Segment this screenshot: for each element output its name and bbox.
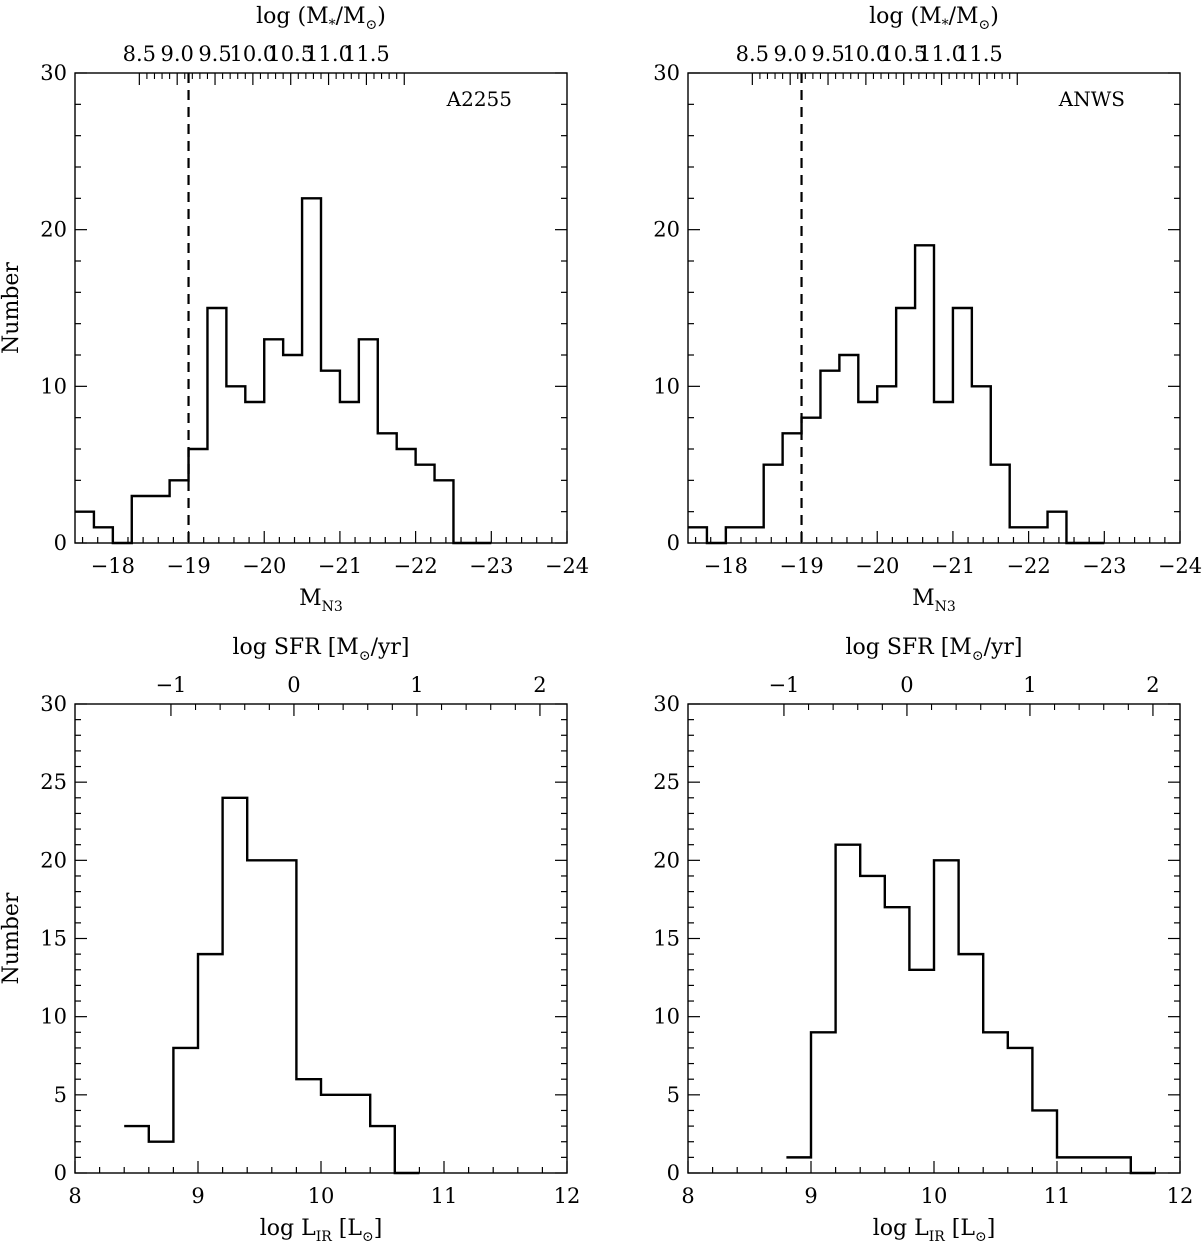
top-x-tick-label: 10.0 <box>229 42 276 66</box>
top-x-axis-label: log (M*/M⊙) <box>869 4 999 33</box>
x-tick-label: −20 <box>855 554 899 578</box>
top-x-tick-label: 2 <box>533 673 546 697</box>
top-x-tick-label: 11.0 <box>305 42 352 66</box>
y-tick-label: 0 <box>667 1161 680 1185</box>
top-x-axis-label: log (M*/M⊙) <box>256 4 386 33</box>
y-tick-label: 15 <box>653 927 680 951</box>
x-tick-label: −23 <box>1082 554 1126 578</box>
top-x-tick-label: 11.5 <box>343 42 390 66</box>
y-tick-label: 30 <box>653 61 680 85</box>
x-tick-label: −24 <box>1158 554 1202 578</box>
y-tick-label: 30 <box>40 692 67 716</box>
y-tick-label: 25 <box>40 770 67 794</box>
y-tick-label: 5 <box>667 1083 680 1107</box>
y-axis-label: Number <box>0 262 24 354</box>
y-tick-label: 20 <box>653 218 680 242</box>
x-tick-label: 12 <box>554 1184 581 1208</box>
panel-top-right: −18 −19 −20 −21 −22 −23 −248.5 9.0 9.510.010.511… <box>653 4 1202 615</box>
top-x-tick-label: 10.5 <box>880 42 927 66</box>
histogram-line <box>124 796 420 1175</box>
x-tick-label: −23 <box>469 554 513 578</box>
top-x-tick-label: 0 <box>287 673 300 697</box>
top-x-tick-label: 9.5 <box>198 42 231 66</box>
y-tick-label: 10 <box>653 374 680 398</box>
top-x-tick-label: 0 <box>900 673 913 697</box>
x-tick-label: 8 <box>68 1184 81 1208</box>
panel-annotation: A2255 <box>446 87 512 111</box>
x-axis-label: log LIR [L⊙] <box>873 1216 996 1245</box>
x-tick-label: −21 <box>931 554 975 578</box>
top-x-tick-label: 10.5 <box>267 42 314 66</box>
y-tick-label: 10 <box>653 1005 680 1029</box>
y-tick-label: 10 <box>40 374 67 398</box>
plot-frame <box>74 703 568 1174</box>
x-tick-label: −18 <box>91 554 135 578</box>
top-x-axis-label: log SFR [M⊙/yr] <box>845 635 1022 664</box>
x-tick-label: −19 <box>166 554 210 578</box>
x-tick-label: −19 <box>779 554 823 578</box>
x-tick-label: 9 <box>191 1184 204 1208</box>
x-axis-label: log LIR [L⊙] <box>260 1216 383 1245</box>
top-x-tick-label: 8.5 <box>736 42 769 66</box>
top-x-tick-label: 2 <box>1146 673 1159 697</box>
panel-annotation: ANWS <box>1058 87 1125 111</box>
y-tick-label: 0 <box>54 531 67 555</box>
top-x-tick-label: 11.5 <box>956 42 1003 66</box>
y-tick-label: 20 <box>653 848 680 872</box>
x-tick-label: −22 <box>1006 554 1050 578</box>
x-tick-label: 10 <box>921 1184 948 1208</box>
top-x-tick-label: 1 <box>410 673 423 697</box>
y-tick-label: 30 <box>40 61 67 85</box>
y-axis-label: Number <box>0 892 24 984</box>
y-tick-label: 0 <box>54 1161 67 1185</box>
x-axis-label: MN3 <box>299 586 343 615</box>
top-x-tick-label: 1 <box>1023 673 1036 697</box>
x-tick-label: 11 <box>1044 1184 1071 1208</box>
y-tick-label: 25 <box>653 770 680 794</box>
panel-top-left: −18 −19 −20 −21 −22 −23 −248.5 9.0 9.510.010.511… <box>0 4 589 615</box>
x-tick-label: −18 <box>704 554 748 578</box>
x-tick-label: 12 <box>1167 1184 1194 1208</box>
y-tick-label: 30 <box>653 692 680 716</box>
y-tick-label: 20 <box>40 848 67 872</box>
top-x-tick-label: 9.5 <box>811 42 844 66</box>
y-tick-label: 20 <box>40 218 67 242</box>
top-x-tick-label: 10.0 <box>842 42 889 66</box>
y-tick-label: 5 <box>54 1083 67 1107</box>
top-x-tick-label: 9.0 <box>160 42 193 66</box>
x-tick-label: 8 <box>681 1184 694 1208</box>
top-x-tick-label: −1 <box>155 673 186 697</box>
x-tick-label: 11 <box>431 1184 458 1208</box>
x-tick-label: −20 <box>242 554 286 578</box>
x-tick-label: −24 <box>545 554 589 578</box>
x-tick-label: 10 <box>308 1184 335 1208</box>
histogram-line <box>786 843 1156 1175</box>
top-x-tick-label: −1 <box>768 673 799 697</box>
top-x-tick-label: 8.5 <box>123 42 156 66</box>
y-tick-label: 10 <box>40 1005 67 1029</box>
histogram-line <box>75 197 492 545</box>
y-tick-label: 0 <box>667 531 680 555</box>
histogram-line <box>688 244 1105 545</box>
x-tick-label: 9 <box>804 1184 817 1208</box>
top-x-tick-label: 9.0 <box>773 42 806 66</box>
x-axis-label: MN3 <box>912 586 956 615</box>
y-tick-label: 15 <box>40 927 67 951</box>
x-tick-label: −22 <box>393 554 437 578</box>
top-x-axis-label: log SFR [M⊙/yr] <box>232 635 409 664</box>
top-x-tick-label: 11.0 <box>918 42 965 66</box>
x-tick-label: −21 <box>318 554 362 578</box>
